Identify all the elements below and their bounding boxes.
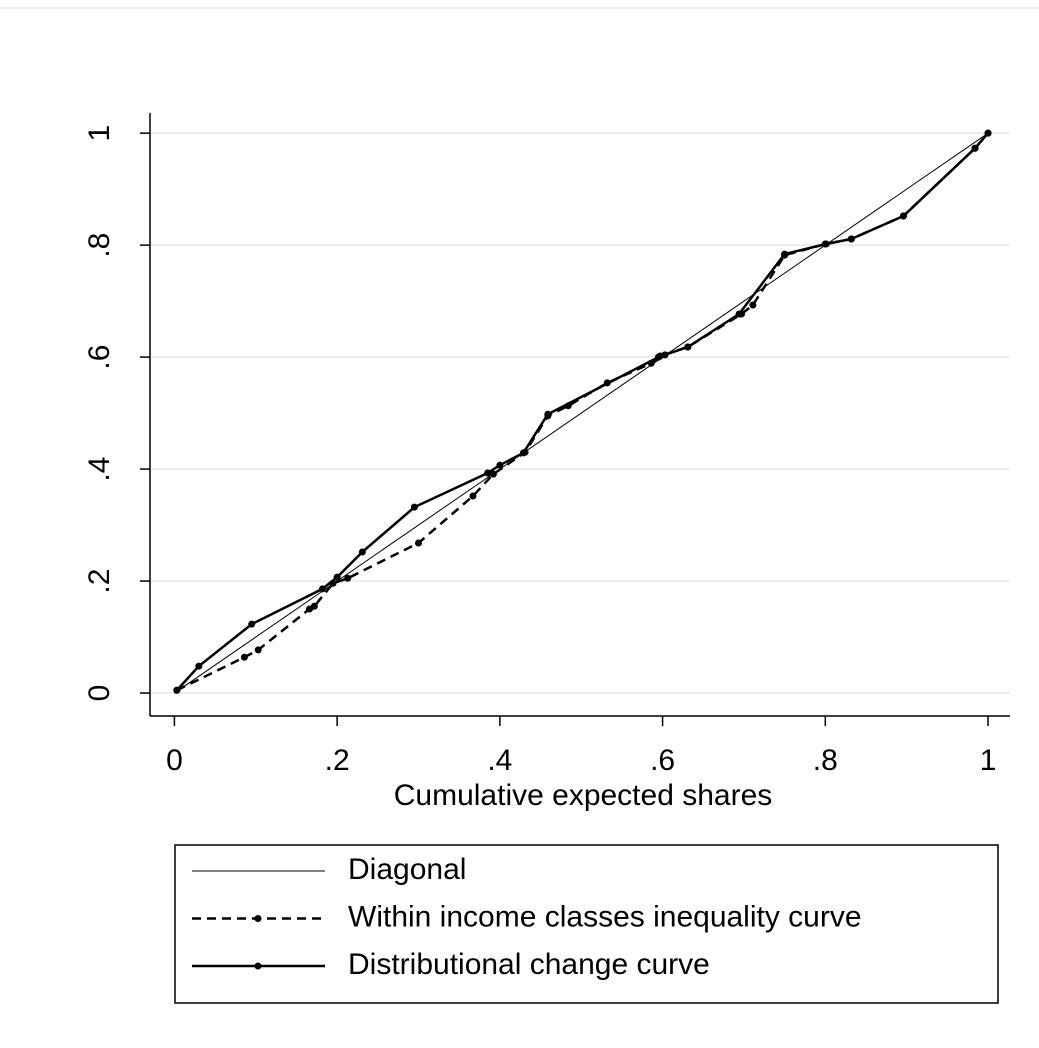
y-tick-label: .2 bbox=[83, 569, 116, 594]
point bbox=[899, 212, 907, 220]
point bbox=[661, 351, 669, 359]
point bbox=[749, 301, 757, 309]
point bbox=[173, 686, 181, 694]
point bbox=[195, 662, 203, 670]
point bbox=[248, 620, 256, 628]
series-line bbox=[174, 132, 989, 694]
x-axis-title: Cumulative expected shares bbox=[394, 779, 773, 812]
legend-box bbox=[174, 844, 999, 1004]
x-tick-label: .2 bbox=[325, 744, 350, 777]
x-tick-label: .8 bbox=[813, 744, 838, 777]
legend-label: Distributional change curve bbox=[348, 948, 710, 981]
point bbox=[847, 235, 855, 243]
x-tick-label: .4 bbox=[487, 744, 512, 777]
point bbox=[544, 410, 552, 418]
point bbox=[519, 449, 527, 457]
point bbox=[414, 539, 422, 547]
legend-marker bbox=[254, 915, 262, 922]
x-tick-label: .6 bbox=[650, 744, 675, 777]
point bbox=[735, 310, 743, 318]
x-tick-label: 1 bbox=[980, 744, 997, 777]
legend-label: Within income classes inequality curve bbox=[348, 900, 862, 933]
point bbox=[240, 653, 248, 661]
point bbox=[489, 470, 497, 478]
legend-marker bbox=[254, 962, 262, 970]
point bbox=[358, 548, 366, 556]
point bbox=[984, 129, 992, 137]
y-tick-label: .8 bbox=[83, 233, 116, 258]
point bbox=[333, 573, 341, 581]
point bbox=[310, 602, 318, 610]
point bbox=[484, 469, 492, 477]
point bbox=[469, 492, 477, 500]
point bbox=[684, 343, 692, 351]
point bbox=[254, 646, 262, 654]
legend-label: Diagonal bbox=[348, 853, 466, 886]
y-tick-label: .4 bbox=[83, 457, 116, 482]
y-tick-label: .6 bbox=[83, 345, 116, 370]
point bbox=[781, 250, 789, 258]
point bbox=[971, 144, 979, 152]
x-tick-label: 0 bbox=[166, 744, 183, 777]
point bbox=[344, 574, 352, 582]
y-tick-label: 1 bbox=[83, 125, 116, 142]
y-tick-label: 0 bbox=[83, 685, 116, 702]
point bbox=[318, 585, 326, 593]
point bbox=[655, 353, 663, 361]
point bbox=[822, 240, 830, 248]
point bbox=[496, 461, 504, 469]
point bbox=[410, 503, 418, 511]
